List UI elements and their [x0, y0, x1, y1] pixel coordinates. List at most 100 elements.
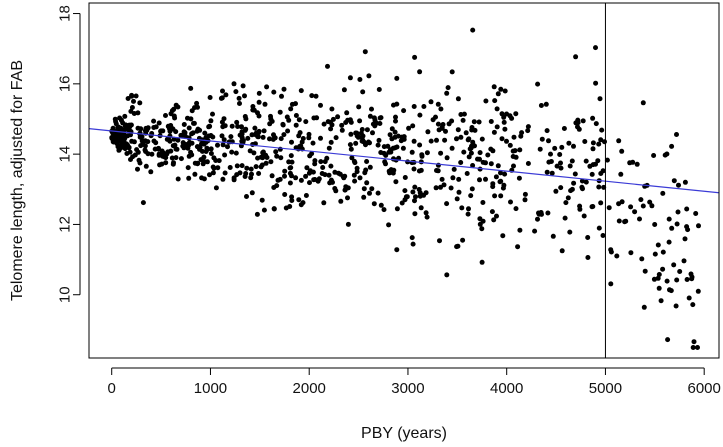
data-point: [390, 145, 396, 151]
data-point: [622, 219, 628, 225]
data-point: [328, 126, 334, 132]
data-point: [696, 223, 701, 229]
data-point: [695, 345, 700, 350]
x-tick-label: 6000: [688, 380, 721, 397]
data-point: [161, 154, 167, 160]
data-point: [171, 106, 177, 112]
data-point: [434, 137, 439, 143]
data-point: [332, 186, 338, 191]
data-point: [494, 124, 500, 130]
data-point: [502, 171, 508, 177]
data-point: [374, 120, 380, 126]
data-point: [306, 131, 312, 137]
data-point: [585, 235, 591, 240]
data-point: [210, 111, 215, 117]
data-point: [118, 117, 124, 123]
data-point: [596, 141, 602, 147]
data-point: [168, 148, 174, 154]
data-point: [135, 110, 141, 116]
data-point: [438, 150, 444, 156]
data-point: [321, 200, 327, 206]
data-point: [491, 129, 497, 135]
data-point: [569, 158, 575, 164]
data-point: [573, 54, 579, 60]
data-point: [307, 180, 312, 186]
data-point: [394, 247, 400, 253]
data-point: [485, 152, 491, 158]
data-point: [293, 175, 299, 181]
data-point: [221, 137, 227, 143]
data-point: [433, 114, 438, 120]
data-point: [410, 189, 416, 195]
data-point: [207, 123, 213, 129]
data-points: [109, 27, 701, 350]
data-point: [268, 159, 274, 165]
data-point: [660, 190, 666, 196]
data-point: [129, 105, 135, 110]
data-point: [468, 193, 474, 199]
data-point: [567, 163, 573, 169]
y-tick-label: 14: [57, 146, 74, 163]
data-point: [511, 163, 516, 169]
x-tick-label: 1000: [194, 380, 227, 397]
data-point: [225, 144, 230, 150]
data-point: [423, 210, 429, 216]
data-point: [243, 171, 249, 176]
data-point: [242, 127, 248, 133]
data-point: [428, 138, 434, 144]
data-point: [310, 140, 316, 146]
data-point: [237, 132, 243, 138]
data-point: [170, 161, 176, 167]
data-point: [215, 142, 220, 148]
data-point: [394, 75, 400, 81]
y-axis: 10 12 14 16 18: [57, 5, 81, 303]
data-point: [233, 150, 239, 156]
data-point: [339, 122, 345, 128]
data-point: [417, 142, 423, 148]
data-point: [159, 161, 165, 167]
data-point: [477, 177, 482, 183]
data-point: [322, 159, 328, 165]
data-point: [366, 73, 372, 79]
data-point: [338, 198, 344, 204]
data-point: [464, 171, 470, 176]
y-axis-title: Telomere length, adjusted for FAB: [9, 60, 26, 301]
data-point: [271, 185, 277, 190]
data-point: [111, 139, 117, 145]
x-tick-label: 5000: [589, 380, 622, 397]
data-point: [367, 113, 373, 119]
data-point: [638, 197, 644, 203]
data-point: [666, 216, 672, 222]
data-point: [169, 155, 175, 161]
data-point: [249, 190, 255, 196]
data-point: [313, 93, 319, 99]
data-point: [460, 237, 466, 243]
data-point: [499, 136, 505, 142]
data-point: [213, 185, 219, 191]
data-point: [401, 108, 407, 114]
data-point: [637, 216, 642, 222]
data-point: [336, 170, 341, 176]
data-point: [411, 138, 417, 144]
data-point: [438, 184, 443, 190]
data-point: [303, 193, 309, 198]
data-point: [348, 146, 354, 152]
data-point: [442, 137, 448, 143]
data-point: [587, 163, 593, 169]
data-point: [606, 205, 612, 211]
data-point: [208, 118, 214, 124]
data-point: [235, 124, 241, 129]
data-point: [628, 250, 634, 256]
data-point: [357, 77, 363, 82]
data-point: [135, 166, 140, 172]
data-point: [402, 175, 408, 180]
data-point: [204, 159, 210, 165]
data-point: [144, 127, 150, 133]
data-point: [450, 175, 456, 181]
data-point: [642, 268, 648, 274]
data-point: [660, 249, 666, 255]
data-point: [242, 93, 247, 99]
data-point: [364, 127, 370, 133]
data-point: [597, 96, 603, 102]
data-point: [517, 227, 523, 233]
